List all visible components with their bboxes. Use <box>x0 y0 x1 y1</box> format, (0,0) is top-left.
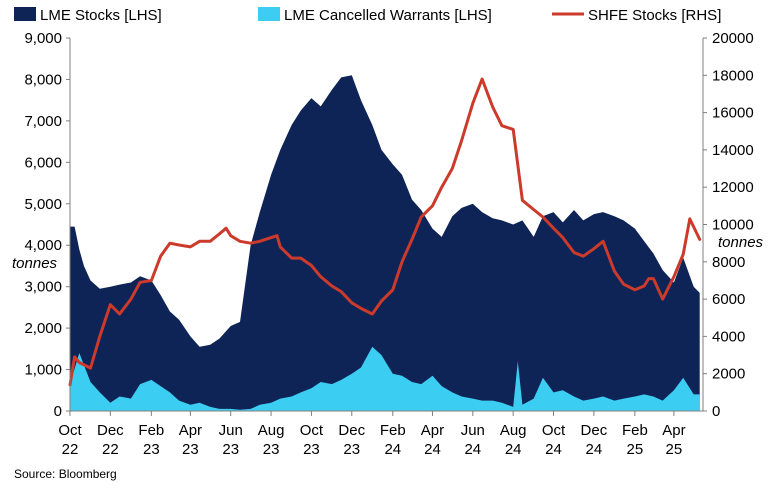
x-tick-label: Apr 25 <box>662 422 685 458</box>
left-tick-label: 7,000 <box>24 113 62 130</box>
left-tick-label: 1,000 <box>24 362 62 379</box>
x-tick-label: Oct 23 <box>300 422 324 458</box>
x-tick-label: Feb 25 <box>622 422 648 458</box>
series-lme-stocks <box>70 75 700 412</box>
series-layer <box>68 75 702 412</box>
x-tick-label: Oct 24 <box>542 422 566 458</box>
legend-swatch-lme-cancelled <box>258 7 280 21</box>
left-tick-label: 2,000 <box>24 320 62 337</box>
x-tick-label: Dec 24 <box>581 422 608 458</box>
x-tick-label: Aug 24 <box>500 422 527 458</box>
series-lme-cancelled <box>70 346 700 411</box>
legend-label-shfe-stocks: SHFE Stocks [RHS] <box>588 7 721 24</box>
legend: LME Stocks [LHS] LME Cancelled Warrants [… <box>14 7 721 24</box>
left-tick-label: 6,000 <box>24 154 62 171</box>
x-tick-label: Jun 23 <box>219 422 243 458</box>
right-tick-label: 12000 <box>712 179 754 196</box>
x-tick-label: Oct 22 <box>58 422 82 458</box>
x-tick-label: Dec 23 <box>338 422 365 458</box>
legend-swatch-lme-stocks <box>14 7 36 21</box>
left-tick-label: 4,000 <box>24 237 62 254</box>
left-axis-unit: tonnes <box>12 255 58 272</box>
axes-layer: 0 1,000 2,000 3,000 4,000 5,000 6,000 7,000 8,00… <box>12 30 764 458</box>
right-tick-label: 18000 <box>712 67 754 84</box>
x-tick-label: Aug 23 <box>258 422 285 458</box>
right-tick-label: 6000 <box>712 291 745 308</box>
right-tick-label: 8000 <box>712 254 745 271</box>
left-tick-label: 5,000 <box>24 196 62 213</box>
x-tick-label: Feb 24 <box>380 422 406 458</box>
x-tick-label: Feb 23 <box>138 422 164 458</box>
left-tick-label: 8,000 <box>24 71 62 88</box>
x-tick-label: Apr 24 <box>421 422 444 458</box>
right-tick-label: 0 <box>712 403 720 420</box>
x-tick-label: Dec 22 <box>97 422 124 458</box>
left-tick-label: 3,000 <box>24 279 62 296</box>
left-tick-label: 9,000 <box>24 30 62 47</box>
x-tick-label: Apr 23 <box>179 422 202 458</box>
right-tick-label: 4000 <box>712 328 745 345</box>
x-tick-label: Jun 24 <box>461 422 485 458</box>
right-tick-label: 14000 <box>712 142 754 159</box>
right-tick-label: 2000 <box>712 366 745 383</box>
left-tick-label: 0 <box>54 403 62 420</box>
right-tick-label: 20000 <box>712 30 754 47</box>
series-shfe-stocks <box>68 77 702 387</box>
source-note: Source: Bloomberg <box>14 467 117 481</box>
right-tick-label: 16000 <box>712 105 754 122</box>
legend-label-lme-cancelled: LME Cancelled Warrants [LHS] <box>284 7 492 24</box>
right-axis-unit: tonnes <box>718 234 764 251</box>
legend-label-lme-stocks: LME Stocks [LHS] <box>40 7 162 24</box>
right-tick-label: 10000 <box>712 217 754 234</box>
